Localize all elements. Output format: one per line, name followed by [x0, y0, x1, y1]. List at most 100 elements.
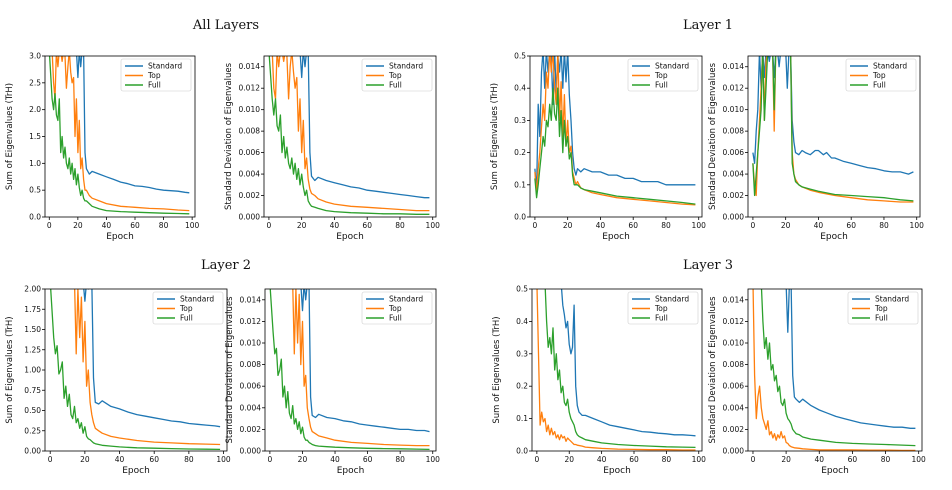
plot-area — [752, 56, 914, 203]
y-tick-label: 0.008 — [239, 127, 261, 136]
y-tick-label: 0.75 — [24, 386, 41, 395]
series-line-top — [74, 289, 221, 446]
x-axis-label: Epoch — [821, 466, 849, 476]
chart-1: 0 20 40 60 80 100 0.0 0.5 1.0 1.5 2.0 2.5 3.0 Epoch Su… — [5, 52, 200, 243]
series-line-full — [544, 289, 696, 449]
y-axis-label: Sum of Eigenvalues (TrH) — [490, 83, 500, 190]
x-tick-label: 100 — [216, 455, 231, 464]
y-tick-label: 0.004 — [240, 403, 262, 412]
y-tick-label: 0.4 — [514, 84, 526, 93]
y-tick-label: 2.5 — [29, 78, 41, 87]
x-axis-label: Epoch — [337, 466, 365, 476]
x-tick-label: 0 — [267, 221, 272, 230]
y-tick-label: 0.002 — [723, 191, 745, 200]
y-tick-label: 0.25 — [24, 426, 41, 435]
axes-frame — [263, 55, 437, 218]
series-line-standard — [300, 289, 430, 433]
x-tick-label: 100 — [185, 221, 200, 230]
series-line-full — [752, 56, 914, 202]
x-tick-label: 0 — [267, 455, 272, 464]
axes-frame — [747, 288, 923, 452]
series-line-top — [536, 289, 696, 451]
y-tick-label: 0.004 — [239, 170, 261, 179]
y-tick-label: 0.0 — [516, 447, 528, 456]
legend-label-full: Full — [148, 81, 161, 90]
chart-5: 0 20 40 60 80 100 0.00 0.25 0.50 0.75 1.00 1.25 1.50… — [5, 285, 231, 477]
legend-label-top: Top — [388, 71, 402, 80]
y-tick-label: 0.50 — [24, 406, 41, 415]
series-line-top — [752, 289, 916, 451]
y-axis-label: Standard Deviation of Eigenvalues — [224, 62, 234, 210]
x-tick-label: 40 — [330, 455, 340, 464]
y-tick-label: 0.2 — [516, 382, 528, 391]
y-tick-label: 0.000 — [239, 213, 261, 222]
y-tick-label: 0.004 — [723, 170, 745, 179]
legend-label-full: Full — [389, 314, 402, 323]
x-axis-label: Epoch — [602, 232, 630, 242]
series-line-standard — [83, 289, 221, 428]
x-tick-label: 100 — [426, 221, 441, 230]
series-line-full — [50, 289, 221, 451]
legend-label-top: Top — [179, 304, 193, 313]
legend-label-full: Full — [873, 81, 886, 90]
x-tick-label: 60 — [130, 221, 140, 230]
y-tick-label: 0.3 — [516, 349, 528, 358]
y-tick-label: 0.002 — [239, 191, 261, 200]
y-tick-label: 0.5 — [29, 186, 41, 195]
legend-label-full: Full — [655, 81, 668, 90]
series-line-standard — [534, 56, 696, 192]
x-tick-label: 20 — [563, 221, 573, 230]
y-tick-label: 0.004 — [723, 403, 745, 412]
chart-3: 0 20 40 60 80 100 0.0 0.1 0.2 0.3 0.4 0.5 Epoch Sum o… — [490, 52, 707, 243]
plot-area — [534, 56, 696, 206]
x-tick-label: 80 — [395, 221, 405, 230]
y-tick-label: 0.006 — [239, 148, 261, 157]
legend-box — [847, 291, 919, 325]
legend-label-standard: Standard — [655, 295, 689, 304]
panel-title-layer-2: Layer 2 — [200, 258, 252, 273]
x-tick-label: 60 — [363, 455, 373, 464]
x-tick-label: 40 — [102, 221, 112, 230]
x-tick-label: 20 — [73, 221, 83, 230]
y-tick-label: 0.5 — [514, 52, 526, 61]
legend-label-top: Top — [147, 71, 161, 80]
y-tick-label: 0.010 — [240, 339, 262, 348]
y-axis-label: Sum of Eigenvalues (TrH) — [5, 83, 15, 190]
y-tick-label: 0.002 — [240, 425, 262, 434]
legend-label-standard: Standard — [389, 62, 423, 71]
legend-box — [627, 291, 699, 325]
y-tick-label: 0.000 — [723, 447, 745, 456]
legend-label-standard: Standard — [873, 62, 907, 71]
series-line-standard — [785, 289, 916, 429]
y-tick-label: 0.5 — [516, 285, 528, 294]
axes-frame — [531, 288, 703, 452]
y-tick-label: 1.5 — [29, 132, 41, 141]
x-tick-label: 100 — [910, 221, 925, 230]
x-tick-label: 20 — [80, 455, 90, 464]
y-tick-label: 1.75 — [24, 305, 41, 314]
chart-7: 0 20 40 60 80 100 0.0 0.1 0.2 0.3 0.4 0.5 Epoch Sum o… — [492, 285, 706, 477]
x-tick-label: 20 — [781, 455, 791, 464]
legend-box — [361, 291, 433, 325]
y-tick-label: 1.50 — [24, 325, 41, 334]
y-tick-label: 0.012 — [723, 317, 745, 326]
panel-title-layer-1: Layer 1 — [682, 18, 734, 33]
y-tick-label: 0.008 — [723, 360, 745, 369]
y-tick-label: 0.000 — [240, 447, 262, 456]
x-axis-label: Epoch — [106, 232, 134, 242]
x-tick-label: 60 — [149, 455, 159, 464]
plot-area — [48, 56, 190, 215]
x-tick-label: 100 — [692, 221, 707, 230]
legend-label-top: Top — [654, 304, 668, 313]
x-tick-label: 100 — [912, 455, 927, 464]
x-tick-label: 80 — [662, 455, 672, 464]
y-tick-label: 0.3 — [514, 116, 526, 125]
panel-title-all-layers: All Layers — [192, 18, 260, 33]
chart-4: 0 20 40 60 80 100 0.000 0.002 0.004 0.006 0.008 0.0… — [708, 55, 925, 242]
series-line-full — [269, 289, 430, 451]
